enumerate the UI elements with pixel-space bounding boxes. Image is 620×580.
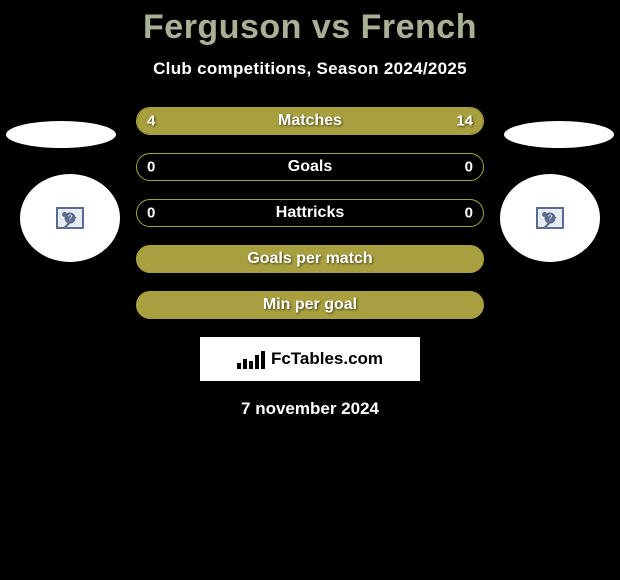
player-left-ellipse bbox=[6, 121, 116, 148]
stat-left-value: 4 bbox=[147, 113, 155, 130]
stat-label: Matches bbox=[278, 112, 342, 130]
player-right-ellipse bbox=[504, 121, 614, 148]
bar-fill-right bbox=[206, 108, 483, 134]
placeholder-image-icon: ? bbox=[536, 207, 564, 229]
player-right-avatar[interactable]: ? bbox=[500, 174, 600, 262]
footer-date: 7 november 2024 bbox=[0, 399, 620, 419]
subtitle: Club competitions, Season 2024/2025 bbox=[0, 59, 620, 79]
placeholder-image-icon: ? bbox=[56, 207, 84, 229]
brand-chart-icon bbox=[237, 349, 265, 369]
stat-row-hattricks: 0 Hattricks 0 bbox=[136, 199, 484, 227]
stat-row-matches: 4 Matches 14 bbox=[136, 107, 484, 135]
page-title: Ferguson vs French bbox=[0, 8, 620, 47]
stat-right-value: 0 bbox=[465, 205, 473, 222]
stat-label: Goals per match bbox=[247, 250, 372, 268]
stat-label: Goals bbox=[288, 158, 332, 176]
stat-left-value: 0 bbox=[147, 205, 155, 222]
stat-right-value: 0 bbox=[465, 159, 473, 176]
comparison-widget: Ferguson vs French Club competitions, Se… bbox=[0, 0, 620, 419]
stat-bars: 4 Matches 14 0 Goals 0 0 Hattricks 0 Goa… bbox=[136, 107, 484, 319]
stat-left-value: 0 bbox=[147, 159, 155, 176]
brand-logo[interactable]: FcTables.com bbox=[200, 337, 420, 381]
stat-label: Hattricks bbox=[276, 204, 344, 222]
stat-right-value: 14 bbox=[456, 113, 473, 130]
stat-row-goals-per-match: Goals per match bbox=[136, 245, 484, 273]
brand-text: FcTables.com bbox=[271, 349, 383, 369]
stat-row-min-per-goal: Min per goal bbox=[136, 291, 484, 319]
stats-area: ? ? 4 Matches 14 0 Goals 0 0 Hattri bbox=[0, 107, 620, 319]
player-left-avatar[interactable]: ? bbox=[20, 174, 120, 262]
stat-row-goals: 0 Goals 0 bbox=[136, 153, 484, 181]
stat-label: Min per goal bbox=[263, 296, 357, 314]
